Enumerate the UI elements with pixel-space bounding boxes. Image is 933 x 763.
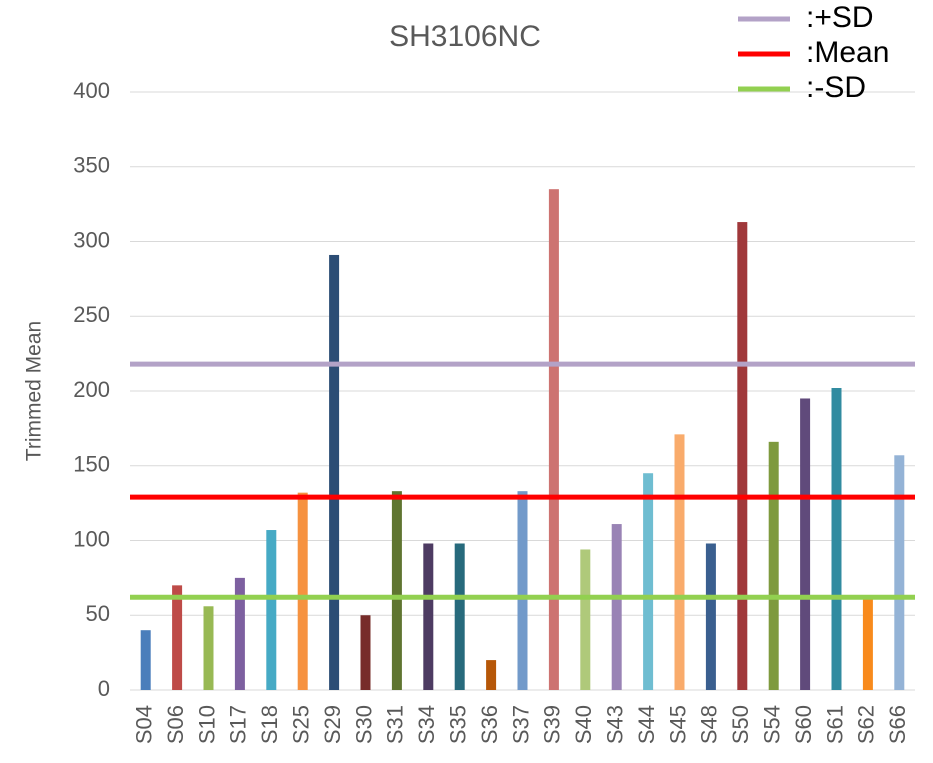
x-tick-label: S45 xyxy=(665,705,690,744)
y-tick-label: 150 xyxy=(73,452,110,477)
bar xyxy=(862,597,873,690)
bar xyxy=(611,524,622,690)
bar xyxy=(423,543,434,690)
x-tick-label: S34 xyxy=(414,705,439,744)
bar xyxy=(172,585,183,690)
x-tick-label: S18 xyxy=(257,705,282,744)
legend-label: :Mean xyxy=(806,36,889,69)
x-tick-label: S06 xyxy=(163,705,188,744)
x-tick-label: S43 xyxy=(603,705,628,744)
x-tick-label: S39 xyxy=(540,705,565,744)
bar xyxy=(266,530,277,690)
bar xyxy=(831,388,842,690)
y-tick-label: 350 xyxy=(73,153,110,178)
bar xyxy=(140,630,151,690)
y-tick-label: 300 xyxy=(73,227,110,252)
x-tick-label: S66 xyxy=(885,705,910,744)
x-tick-label: S10 xyxy=(194,705,219,744)
x-tick-label: S50 xyxy=(728,705,753,744)
y-tick-label: 250 xyxy=(73,302,110,327)
x-tick-label: S30 xyxy=(351,705,376,744)
x-tick-label: S60 xyxy=(791,705,816,744)
bar xyxy=(548,189,559,691)
x-tick-label: S40 xyxy=(571,705,596,744)
x-tick-label: S36 xyxy=(477,705,502,744)
x-tick-label: S61 xyxy=(822,705,847,744)
bar xyxy=(360,615,371,690)
bar xyxy=(234,577,245,690)
bar xyxy=(203,606,214,690)
bar xyxy=(800,398,811,690)
x-tick-label: S31 xyxy=(383,705,408,744)
bar xyxy=(768,441,779,690)
y-tick-label: 100 xyxy=(73,526,110,551)
x-tick-label: S48 xyxy=(697,705,722,744)
bar xyxy=(297,492,308,690)
bar xyxy=(674,434,685,690)
y-tick-label: 200 xyxy=(73,377,110,402)
x-tick-label: S37 xyxy=(508,705,533,744)
bar xyxy=(517,491,528,690)
x-tick-label: S17 xyxy=(226,705,251,744)
bar xyxy=(391,491,402,690)
x-tick-label: S29 xyxy=(320,705,345,744)
x-tick-label: S62 xyxy=(854,705,879,744)
bar xyxy=(329,254,340,690)
y-tick-label: 50 xyxy=(86,601,110,626)
x-tick-label: S04 xyxy=(132,705,157,744)
x-tick-label: S54 xyxy=(760,705,785,744)
bar xyxy=(705,543,716,690)
x-tick-label: S25 xyxy=(289,705,314,744)
y-tick-label: 400 xyxy=(73,78,110,103)
bar xyxy=(580,549,591,690)
y-tick-label: 0 xyxy=(98,676,110,701)
y-axis-label: Trimmed Mean xyxy=(23,321,46,461)
x-tick-label: S35 xyxy=(446,705,471,744)
bar xyxy=(486,660,497,690)
bar xyxy=(894,455,905,690)
legend-label: :+SD xyxy=(806,1,874,34)
bar xyxy=(737,222,748,690)
x-tick-label: S44 xyxy=(634,705,659,744)
bar xyxy=(454,543,465,690)
legend-label: :-SD xyxy=(806,71,866,104)
chart-title: SH3106NC xyxy=(389,20,541,53)
bar xyxy=(643,473,654,690)
